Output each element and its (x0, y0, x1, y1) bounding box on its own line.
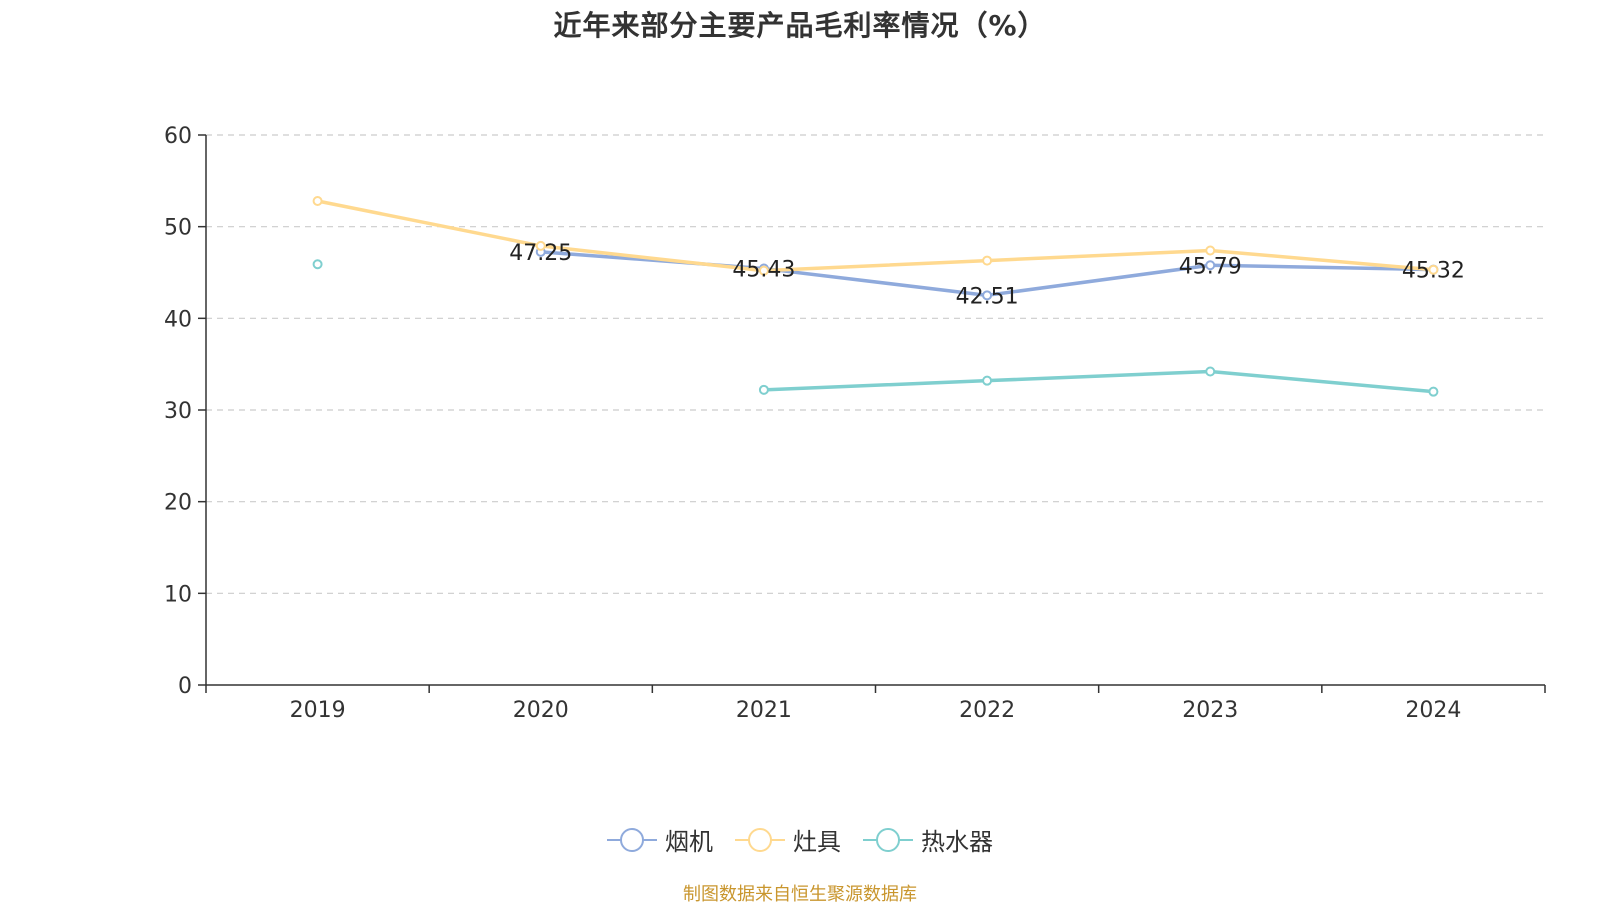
legend-label: 热水器 (921, 828, 993, 856)
y-tick-label: 60 (164, 124, 192, 149)
data-label: 45.32 (1402, 259, 1465, 284)
data-point-1-0 (312, 196, 323, 206)
legend-swatch-yanji (607, 827, 657, 852)
series-points (312, 196, 1439, 397)
data-label: 42.51 (956, 284, 1019, 309)
x-tick-label: 2020 (513, 698, 569, 723)
legend: 烟机 灶具 热水器 (0, 822, 1600, 857)
y-tick-label: 40 (164, 307, 192, 332)
x-tick-label: 2023 (1182, 698, 1238, 723)
data-label: 45.43 (732, 258, 795, 283)
data-point-0-4 (1205, 260, 1216, 271)
y-tick-label: 30 (164, 399, 192, 424)
data-point-1-3 (982, 255, 993, 266)
x-tick-label: 2021 (736, 698, 792, 723)
y-tick-label: 10 (164, 582, 192, 607)
x-tick-label: 2019 (290, 698, 346, 723)
data-point-1-2 (758, 265, 769, 276)
data-point-0-3 (982, 290, 993, 301)
series-line-1 (315, 199, 1436, 273)
data-labels: 47.25 45.43 42.51 45.79 45.32 (509, 241, 1465, 309)
series-line-2 (762, 369, 1436, 394)
legend-label: 烟机 (665, 828, 713, 856)
data-point-1-4 (1205, 245, 1216, 256)
series-lines (315, 199, 1436, 394)
y-tick-label: 50 (164, 216, 192, 241)
data-point-2-4 (1205, 366, 1216, 377)
source-note: 制图数据来自恒生聚源数据库 (683, 884, 917, 905)
data-label: 47.25 (509, 241, 572, 266)
legend-label: 灶具 (793, 828, 841, 856)
chart-title: 近年来部分主要产品毛利率情况（%） (553, 9, 1047, 42)
data-point-2-0 (312, 259, 323, 270)
legend-swatch-zaoju (735, 827, 785, 852)
grid-lines (206, 134, 1545, 594)
data-point-1-1 (535, 240, 546, 251)
data-point-2-5 (1428, 386, 1439, 397)
axes: 0 10 20 30 40 50 60 2019 2020 2021 2022 2023 2024 (164, 124, 1546, 723)
legend-item-reshuiqi[interactable]: 热水器 (863, 822, 993, 857)
legend-item-yanji[interactable]: 烟机 (607, 822, 713, 857)
x-tick-label: 2022 (959, 698, 1015, 723)
data-label: 45.79 (1179, 254, 1242, 279)
legend-swatch-reshuiqi (863, 827, 913, 852)
legend-item-zaoju[interactable]: 灶具 (735, 822, 841, 857)
data-point-2-2 (758, 384, 769, 395)
data-point-2-3 (982, 375, 993, 386)
y-tick-label: 0 (178, 674, 192, 699)
y-tick-label: 20 (164, 491, 192, 516)
data-point-1-5 (1428, 264, 1439, 275)
x-tick-label: 2024 (1405, 698, 1461, 723)
